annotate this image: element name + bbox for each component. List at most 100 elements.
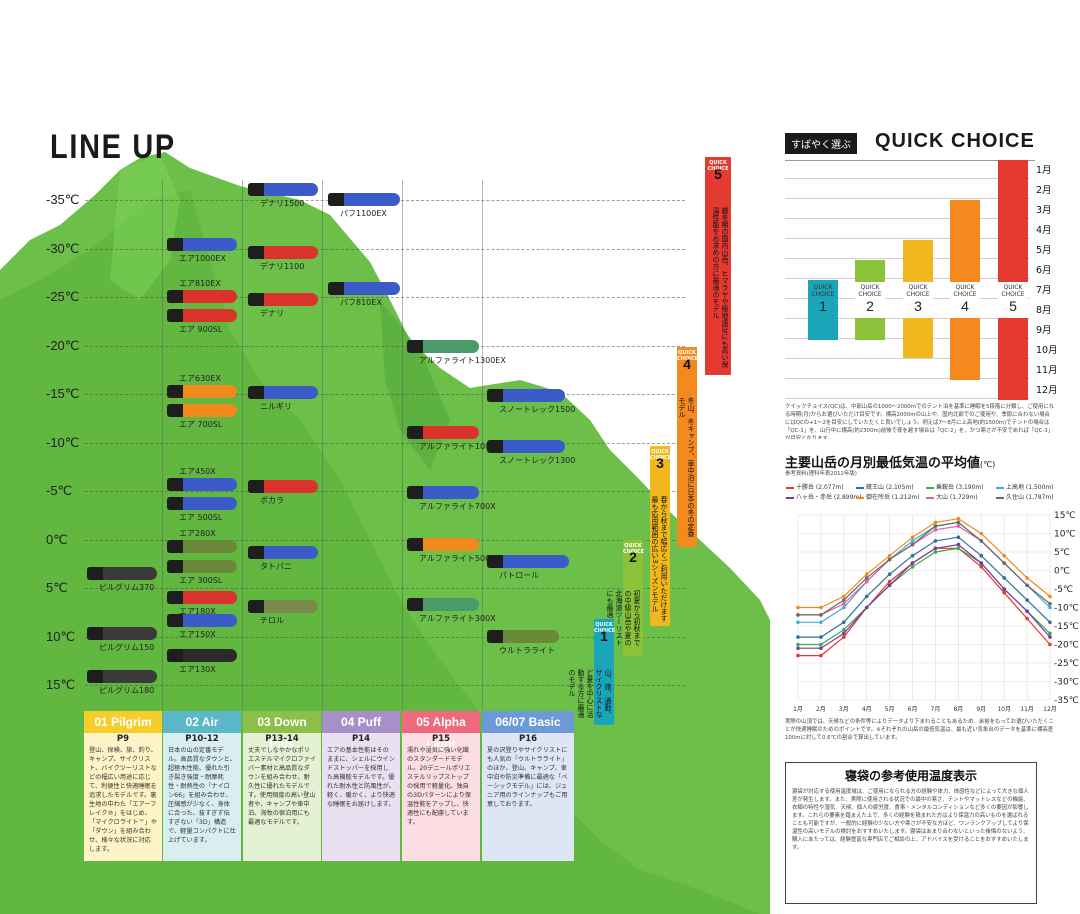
grid-line	[85, 491, 685, 492]
series-card-text: 日本の山の定番モデル。高品質なダウンと、超極木性能、優れた引き裂き強度・耐摩耗性…	[168, 747, 236, 844]
temperature-guide-title: 寝袋の参考使用温度表示	[844, 769, 977, 783]
series-card-text: 登山、探検、旅、釣り、キャンプ、サイクリスト、バイクツーリストなどの幅広い用途に…	[89, 747, 157, 853]
quick-choice-bar-label: QUICK CHOICE 5	[998, 282, 1028, 318]
sleeping-bag	[167, 385, 237, 398]
sleeping-bag-label: エア630EX	[179, 374, 221, 383]
chart-data-point	[842, 594, 846, 599]
grid-line	[85, 539, 685, 541]
sleeping-bag-label: ポカラ	[260, 496, 284, 505]
chart-y-tick: 0℃	[1054, 567, 1070, 577]
sleeping-bag-label: パフ1100EX	[340, 209, 387, 218]
chart-y-tick: -30℃	[1054, 678, 1079, 688]
month-label: 8月	[1036, 305, 1052, 316]
quick-choice-bar-number: 2	[866, 298, 874, 314]
chart-data-point	[933, 524, 938, 528]
sleeping-bag-label: タトパニ	[260, 562, 292, 571]
chart-data-point	[979, 531, 984, 536]
chart-data-point	[979, 553, 984, 558]
chart-data-point	[933, 520, 938, 525]
quick-choice-bar-number: 4	[961, 298, 969, 314]
month-label: 7月	[1036, 285, 1052, 296]
month-label: 3月	[1036, 205, 1052, 216]
legend-swatch	[856, 496, 864, 499]
quick-choice-number: 2	[629, 549, 637, 565]
chart-x-tick: 12月	[1043, 706, 1057, 713]
quick-choice-number: 5	[714, 166, 722, 182]
chart-data-point	[864, 576, 869, 580]
chart-data-point	[1002, 561, 1006, 565]
temperature-guide-text: 寝袋が対応する使用温度域は、ご使用になられる方の経験や体力、体感性などによって大…	[792, 789, 1029, 851]
sleeping-bag-label: デナリ	[260, 309, 284, 318]
chart-data-point	[887, 583, 892, 588]
sleeping-bag-label: エア 300SL	[179, 576, 223, 585]
sleeping-bag-label: アルファライト1300EX	[419, 356, 506, 365]
sleeping-bag	[167, 614, 237, 627]
sleeping-bag	[87, 670, 157, 683]
chart-y-tick: -15℃	[1054, 622, 1079, 632]
chart-data-point	[933, 546, 938, 551]
sleeping-bag	[167, 560, 237, 573]
month-rule	[785, 378, 1030, 379]
temperature-label: 15℃	[46, 677, 76, 692]
chart-data-point	[1002, 587, 1006, 591]
sleeping-bag-label: エア 500SL	[179, 513, 223, 522]
legend-label: 蔵王山 (2,105m)	[866, 484, 914, 491]
chart-y-tick: -20℃	[1054, 641, 1079, 651]
quick-choice-column: QUICK CHOICE 3 春から秋まで幅広くご利用いただけます最も応用範囲の広い…	[650, 446, 671, 626]
legend-label: 十勝岳 (2,077m)	[796, 484, 844, 491]
chart-data-point	[819, 613, 823, 617]
legend-swatch	[996, 486, 1004, 489]
legend-label: 乗鞍岳 (3,190m)	[936, 484, 984, 491]
chart-data-point	[1048, 631, 1052, 636]
sleeping-bag	[248, 386, 318, 399]
chart-data-point	[910, 565, 915, 569]
series-card-name: 01 Pilgrim	[84, 711, 162, 733]
sleeping-bag	[167, 309, 237, 322]
chart-data-point	[796, 613, 800, 617]
sleeping-bag	[487, 440, 565, 453]
chart-data-point	[1025, 598, 1029, 602]
series-card-name: 04 Puff	[322, 711, 400, 733]
legend-swatch	[856, 486, 864, 489]
quick-choice-heading: QUICK CHOICE	[875, 130, 1035, 152]
chart-data-point	[864, 579, 869, 584]
sleeping-bag-label: アルファライト300X	[419, 614, 496, 623]
quick-choice-bar	[998, 160, 1028, 400]
series-card-text: 丈夫でしなやかなポリエステルマイクロファイバー素材と高品質なダウンを組み合わせ、…	[248, 747, 316, 826]
chart-data-point	[796, 642, 800, 647]
series-card: 03 Down Plus P13-14 丈夫でしなやかなポリエステルマイクロファイバ…	[243, 711, 321, 861]
quick-choice-bar-label: QUICK CHOICE 2	[855, 282, 885, 318]
sleeping-bag-label: チロル	[260, 616, 284, 625]
sleeping-bag-label: ピルグリム180	[99, 686, 155, 695]
legend-item: 上高地 (1,500m)	[996, 482, 1054, 491]
chart-data-point	[956, 520, 961, 525]
chart-data-point	[1025, 583, 1029, 588]
page-title: LINE UP	[50, 128, 176, 166]
sleeping-bag-label: エア810EX	[179, 279, 221, 288]
legend-swatch	[926, 486, 934, 489]
temperature-label: -10℃	[46, 434, 80, 450]
series-card-pages: P14	[351, 734, 371, 744]
quick-choice-number: 1	[600, 628, 608, 644]
chart-data-point	[910, 561, 915, 565]
sleeping-bag-label: ピルグリム150	[99, 643, 155, 652]
chart-data-point	[864, 572, 869, 576]
quick-choice-column: QUICK CHOICE 5 厳冬期の国内山岳、ヒマラヤや極地遠征にも高い保温性能を…	[705, 157, 731, 375]
quick-choice-bar-tag: QUICK CHOICE	[811, 284, 835, 298]
sleeping-bag-label: エア150X	[179, 630, 216, 639]
sleeping-bag	[167, 649, 237, 662]
sleeping-bag	[167, 540, 237, 553]
grid-line	[85, 636, 685, 638]
chart-data-point	[910, 535, 915, 539]
legend-item: 御在所岳 (1,212m)	[856, 492, 920, 501]
chart-y-tick: -25℃	[1054, 659, 1079, 669]
grid-line	[85, 345, 685, 347]
temperature-chart-source: 参考資料(理科年表2012年版)	[785, 471, 857, 477]
quick-choice-bar-number: 5	[1009, 298, 1017, 314]
grid-line	[85, 394, 685, 395]
chart-data-point	[887, 572, 892, 576]
chart-data-point	[887, 557, 892, 562]
sleeping-bag	[87, 627, 157, 640]
month-rule	[785, 358, 1030, 359]
temperature-label: -35℃	[46, 192, 80, 207]
